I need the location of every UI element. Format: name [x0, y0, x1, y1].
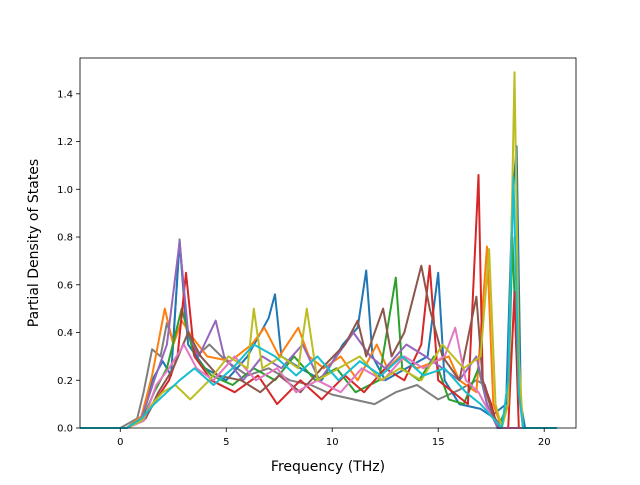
y-tick-label: 1.0	[57, 185, 73, 196]
y-axis-label: Partial Density of States	[26, 159, 42, 327]
plot-frame	[79, 57, 577, 429]
axes-layer: 0 5 10 15 20 0.0 0.2 0.4 0.6 0.8 1.0 1.2 1.4	[57, 57, 577, 448]
series-line-9	[80, 71, 557, 429]
y-tick-label: 0.8	[57, 233, 73, 244]
series-line-10	[80, 176, 557, 429]
y-tick-label: 0.0	[57, 424, 73, 435]
y-tick-label: 0.6	[57, 280, 73, 291]
x-tick-label: 10	[326, 437, 339, 448]
y-tick-label: 1.4	[57, 89, 73, 100]
series-layer	[80, 71, 557, 429]
series-line-1	[80, 238, 557, 429]
x-tick-label: 5	[223, 437, 229, 448]
y-tick-label: 1.2	[57, 137, 73, 148]
x-tick-label: 15	[432, 437, 445, 448]
y-tick-label: 0.4	[57, 328, 73, 339]
x-tick-label: 0	[117, 437, 123, 448]
x-axis-label: Frequency (THz)	[271, 459, 385, 475]
y-tick-label: 0.2	[57, 376, 73, 387]
x-tick-label: 20	[538, 437, 551, 448]
